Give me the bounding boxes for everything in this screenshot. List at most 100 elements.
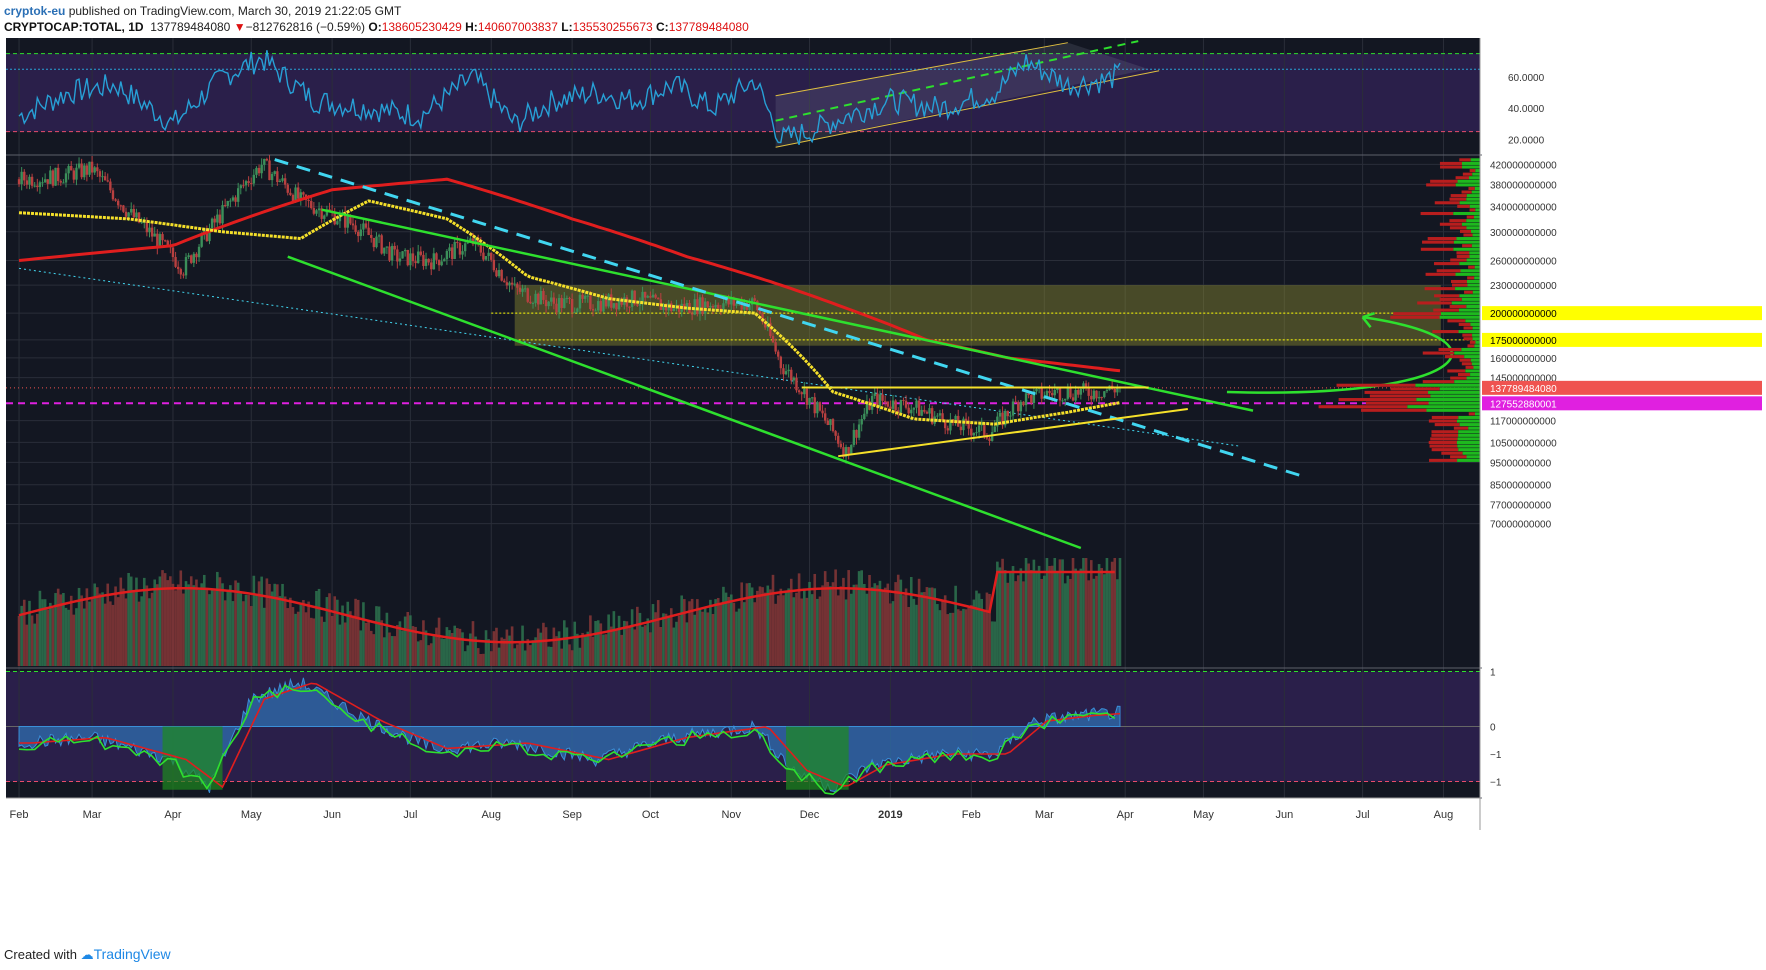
chart-area[interactable]: 60.0000 40.0000 20.0000 420000000000 3800000… bbox=[0, 38, 1766, 938]
candle-body bbox=[578, 294, 582, 309]
volume-profile-bar-sell bbox=[1434, 294, 1460, 298]
volume-bar bbox=[59, 594, 63, 666]
candle-body bbox=[179, 269, 182, 275]
volume-bar bbox=[941, 601, 944, 666]
volume-bar bbox=[101, 592, 104, 666]
volume-bar bbox=[56, 588, 60, 666]
volume-bar bbox=[672, 627, 676, 666]
candle-body bbox=[1103, 391, 1106, 398]
candle-body bbox=[70, 165, 73, 171]
candle-body bbox=[1069, 388, 1072, 398]
symbol-label[interactable]: CRYPTOCAP:TOTAL, 1D bbox=[4, 20, 144, 34]
publisher-name[interactable]: cryptok-eu bbox=[4, 4, 66, 18]
volume-bar bbox=[299, 602, 303, 666]
candle-body bbox=[411, 253, 415, 262]
candle-body bbox=[1001, 412, 1004, 426]
volume-bar bbox=[750, 587, 754, 666]
volume-bar bbox=[333, 596, 337, 666]
volume-bar bbox=[526, 639, 530, 666]
candle-body bbox=[354, 225, 357, 232]
volume-bar bbox=[701, 611, 704, 666]
volume-profile-bar-sell bbox=[1463, 326, 1473, 330]
volume-profile-bar-sell bbox=[1428, 419, 1457, 423]
chart-canvas[interactable]: 60.0000 40.0000 20.0000 420000000000 3800000… bbox=[0, 38, 1766, 938]
candle-body bbox=[349, 215, 352, 224]
candle-body bbox=[299, 192, 302, 199]
volume-profile-bar-sell bbox=[1431, 430, 1459, 434]
volume-profile-bar-sell bbox=[1440, 165, 1463, 169]
candle-body bbox=[1079, 388, 1083, 395]
volume-bar bbox=[1006, 582, 1010, 666]
volume-bar bbox=[291, 607, 295, 666]
candle-body bbox=[484, 256, 488, 260]
volume-bar bbox=[873, 583, 877, 666]
volume-bar bbox=[732, 602, 736, 666]
volume-bar bbox=[868, 574, 871, 666]
candle-body bbox=[962, 418, 965, 431]
volume-bar bbox=[855, 584, 858, 666]
volume-profile-bar-buy bbox=[1456, 419, 1480, 423]
volume-profile-bar-buy bbox=[1466, 455, 1480, 459]
candle-body bbox=[870, 395, 874, 410]
volume-bar bbox=[609, 626, 613, 666]
price-tick-label: 145000000000 bbox=[1490, 374, 1557, 385]
volume-bar bbox=[1066, 575, 1070, 666]
time-tick-label: Jul bbox=[403, 809, 417, 821]
volume-bar bbox=[729, 594, 733, 666]
volume-profile-bar-buy bbox=[1475, 340, 1480, 344]
candle-body bbox=[98, 171, 102, 177]
candle-body bbox=[1019, 401, 1023, 412]
volume-bar bbox=[834, 569, 837, 666]
volume-bar bbox=[774, 603, 777, 666]
volume-bar bbox=[1014, 581, 1017, 666]
volume-bar bbox=[448, 630, 451, 666]
candle-body bbox=[385, 246, 389, 248]
volume-bar bbox=[589, 615, 592, 666]
volume-bar bbox=[722, 586, 725, 666]
volume-bar bbox=[226, 589, 230, 666]
volume-bar bbox=[398, 621, 402, 666]
candle-body bbox=[557, 298, 561, 313]
volume-bar bbox=[912, 598, 916, 666]
candle-body bbox=[463, 243, 467, 252]
candle-body bbox=[724, 297, 728, 304]
candle-body bbox=[1074, 389, 1077, 401]
candle-body bbox=[1113, 388, 1116, 393]
volume-bar bbox=[229, 585, 232, 666]
candle-body bbox=[537, 293, 540, 305]
volume-bar bbox=[727, 596, 730, 666]
volume-bar bbox=[461, 632, 464, 666]
candle-body bbox=[795, 377, 798, 391]
volume-bar bbox=[414, 626, 417, 666]
volume-bar bbox=[863, 583, 866, 666]
volume-bar bbox=[977, 593, 981, 666]
volume-bar bbox=[797, 573, 801, 666]
candle-body bbox=[127, 212, 130, 217]
candle-body bbox=[503, 280, 506, 283]
volume-bar bbox=[67, 609, 70, 666]
volume-bar bbox=[1045, 558, 1049, 666]
candle-body bbox=[703, 301, 707, 314]
volume-bar bbox=[1001, 558, 1004, 666]
candle-body bbox=[75, 167, 78, 180]
candle-body bbox=[920, 409, 923, 416]
candle-body bbox=[1095, 390, 1098, 399]
volume-bar bbox=[471, 621, 475, 666]
volume-bar bbox=[737, 608, 741, 666]
volume-bar bbox=[983, 610, 986, 666]
tradingview-brand[interactable]: TradingView bbox=[93, 946, 171, 962]
volume-profile-bar-buy bbox=[1457, 437, 1480, 441]
rsi-channel-upper bbox=[775, 42, 1068, 97]
candle-body bbox=[281, 178, 284, 181]
symbol-line: CRYPTOCAP:TOTAL, 1D 137789484080 ▼−81276… bbox=[4, 19, 749, 35]
candle-body bbox=[972, 432, 976, 436]
candle-body bbox=[474, 237, 477, 245]
volume-profile-bar-buy bbox=[1474, 215, 1480, 219]
volume-profile-bar-sell bbox=[1463, 337, 1473, 341]
volume-profile-bar-buy bbox=[1474, 186, 1480, 191]
volume-bar bbox=[792, 597, 796, 666]
candle-body bbox=[223, 205, 227, 207]
volume-bar bbox=[1032, 559, 1036, 666]
candle-body bbox=[343, 212, 347, 228]
volume-profile-bar-sell bbox=[1462, 244, 1472, 248]
